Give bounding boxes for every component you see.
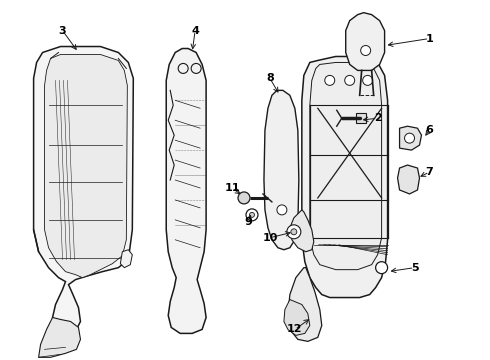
Text: 3: 3 (59, 26, 66, 36)
Polygon shape (346, 13, 385, 71)
Circle shape (376, 262, 388, 274)
Polygon shape (39, 318, 80, 357)
Text: 11: 11 (224, 183, 240, 193)
Text: 8: 8 (266, 73, 274, 84)
Polygon shape (284, 300, 310, 336)
Circle shape (246, 209, 258, 221)
Circle shape (325, 75, 335, 85)
Circle shape (191, 63, 201, 73)
Circle shape (277, 205, 287, 215)
Circle shape (249, 212, 254, 217)
Circle shape (363, 75, 372, 85)
Text: 1: 1 (426, 33, 433, 44)
Polygon shape (399, 126, 421, 150)
Polygon shape (264, 90, 299, 250)
Circle shape (361, 45, 370, 55)
Text: 7: 7 (426, 167, 433, 177)
Bar (356, 113, 366, 123)
Circle shape (238, 192, 250, 204)
Circle shape (345, 75, 355, 85)
Text: 12: 12 (287, 324, 303, 334)
Text: 2: 2 (374, 113, 382, 123)
Text: 4: 4 (191, 26, 199, 36)
Text: 5: 5 (411, 263, 418, 273)
Polygon shape (302, 57, 388, 298)
Polygon shape (397, 165, 419, 194)
Text: 9: 9 (244, 217, 252, 227)
Text: 10: 10 (262, 233, 278, 243)
Circle shape (178, 63, 188, 73)
Polygon shape (121, 250, 132, 268)
Polygon shape (290, 210, 314, 252)
Polygon shape (45, 54, 127, 278)
Circle shape (291, 229, 297, 235)
Circle shape (405, 133, 415, 143)
Polygon shape (310, 62, 382, 270)
Polygon shape (288, 268, 322, 341)
Polygon shape (34, 46, 133, 332)
Text: 6: 6 (425, 125, 434, 135)
Circle shape (287, 225, 301, 239)
Polygon shape (166, 49, 206, 333)
